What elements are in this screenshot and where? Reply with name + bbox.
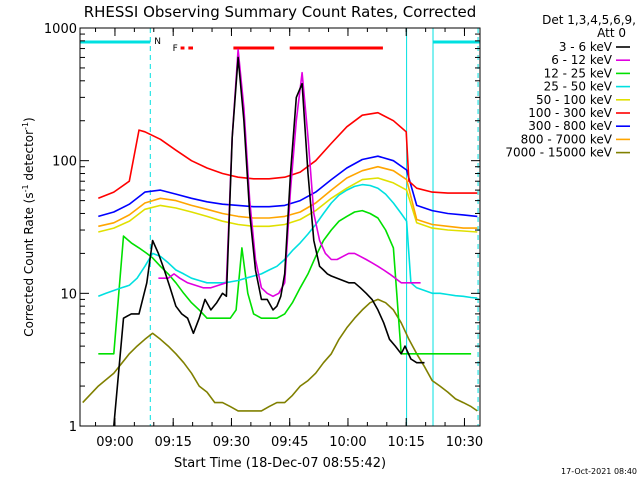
legend-label: 12 - 25 keV <box>544 66 613 80</box>
legend-label: 3 - 6 keV <box>559 40 613 54</box>
x-axis-label: Start Time (18-Dec-07 08:55:42) <box>174 456 386 471</box>
axis-ticks: 09:00 09:15 09:30 09:45 10:00 10:15 10:30 1 10 10… <box>44 22 483 450</box>
legend-label: 50 - 100 keV <box>536 93 613 107</box>
legend-label: 6 - 12 keV <box>551 53 613 67</box>
legend-label: 25 - 50 keV <box>544 80 613 94</box>
x-tick-label: 10:00 <box>329 435 366 450</box>
y-tick-label: 100 <box>52 155 77 170</box>
legend-header-line1: Det 1,3,4,5,6,9, <box>542 13 636 27</box>
chart-title: RHESSI Observing Summary Count Rates, Co… <box>84 3 477 21</box>
series-line-800-7000-kev <box>98 165 478 229</box>
series-line-3-6-kev <box>113 56 425 426</box>
y-axis-label-part2: detector <box>22 130 36 185</box>
legend-header-line2: Att 0 <box>597 26 626 40</box>
y-axis-label-part3: ) <box>22 117 36 122</box>
x-tick-label: 10:30 <box>446 435 483 450</box>
night-flag-label: N <box>154 37 161 47</box>
x-tick-label: 09:30 <box>213 435 250 450</box>
legend-label: 800 - 7000 keV <box>521 132 613 146</box>
y-tick-label: 1000 <box>44 22 77 37</box>
y-axis-label-exp1: -1 <box>21 184 30 192</box>
y-axis-label-exp2: -1 <box>21 122 30 130</box>
y-axis-label: Corrected Count Rate (s-1 detector-1) <box>21 117 36 336</box>
x-tick-label: 09:45 <box>271 435 308 450</box>
legend-label: 300 - 800 keV <box>528 119 612 133</box>
legend-label: 100 - 300 keV <box>528 106 612 120</box>
series-line-6-12-kev <box>158 48 421 298</box>
plot-frame <box>79 27 481 427</box>
legend-label: 7000 - 15000 keV <box>505 146 612 160</box>
x-tick-label: 09:00 <box>96 435 133 450</box>
y-axis-label-part1: Corrected Count Rate (s <box>22 192 36 336</box>
generation-timestamp: 17-Oct-2021 08:40 <box>561 467 637 476</box>
series-line-25-50-kev <box>98 183 478 299</box>
x-tick-label: 09:15 <box>154 435 191 450</box>
y-tick-label: 1 <box>69 420 77 435</box>
y-tick-label: 10 <box>60 287 77 302</box>
series-line-50-100-kev <box>98 177 478 233</box>
series-layer <box>82 48 478 426</box>
flare-flag-label: F <box>173 44 178 54</box>
x-tick-label: 10:15 <box>387 435 424 450</box>
series-line-300-800-kev <box>98 155 478 218</box>
